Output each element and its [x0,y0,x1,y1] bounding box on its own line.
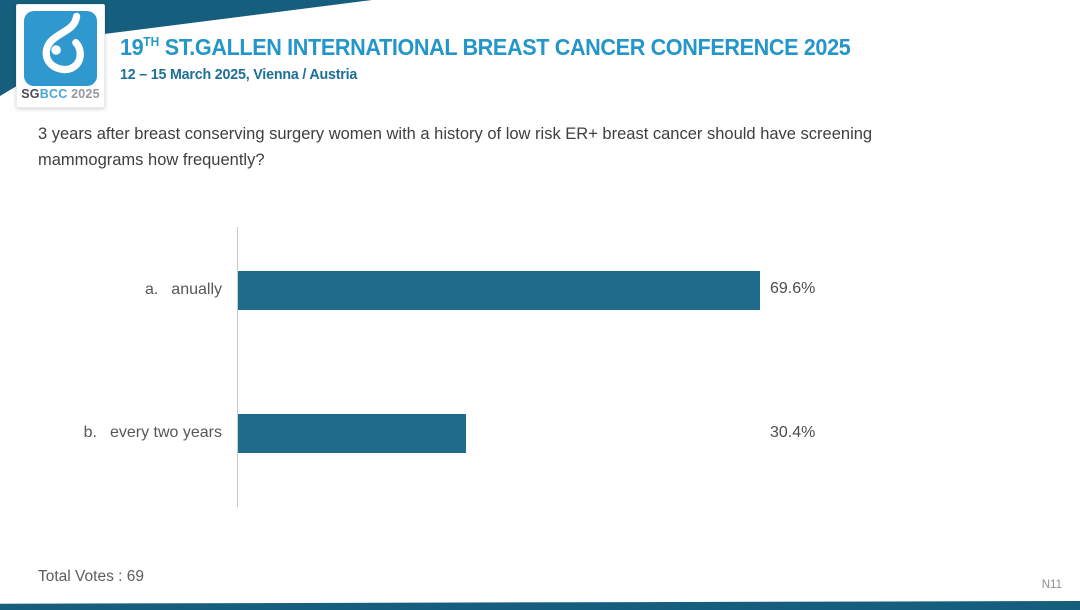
bottom-teal-strip [0,601,1080,610]
title-number: 19 [120,34,144,60]
option-b-value: 30.4% [770,424,816,441]
chart-axis-line [237,227,238,507]
logo-year: 2025 [71,87,100,101]
slide-code: N11 [1041,579,1062,591]
logo-sg: SG [21,87,40,101]
option-a-value: 69.6% [770,280,816,297]
option-a-bar [238,271,760,310]
title-text: ST.GALLEN INTERNATIONAL BREAST CANCER CO… [159,34,851,60]
option-a-text: anually [171,281,222,298]
poll-question: 3 years after breast conserving surgery … [38,125,873,169]
logo-wordmark: SGBCC 2025 [17,87,104,101]
option-b-text: every two years [109,424,222,441]
logo-bcc: BCC [39,87,68,101]
option-b-letter: b. [83,424,97,441]
total-votes: Total Votes : 69 [38,568,144,585]
option-b-label: b. every two years [0,413,222,453]
option-a-label: a. anually [0,270,222,310]
conference-title: 19TH ST.GALLEN INTERNATIONAL BREAST CANC… [120,34,851,61]
conference-subtitle: 12 – 15 March 2025, Vienna / Austria [120,66,358,83]
option-b-bar [238,414,466,453]
title-ordinal: TH [143,35,160,49]
sgbcc-logo [24,11,97,86]
sgbcc-logo-card: SGBCC 2025 [16,4,105,108]
breast-logo-icon [42,12,84,74]
option-a-letter: a. [144,281,159,298]
